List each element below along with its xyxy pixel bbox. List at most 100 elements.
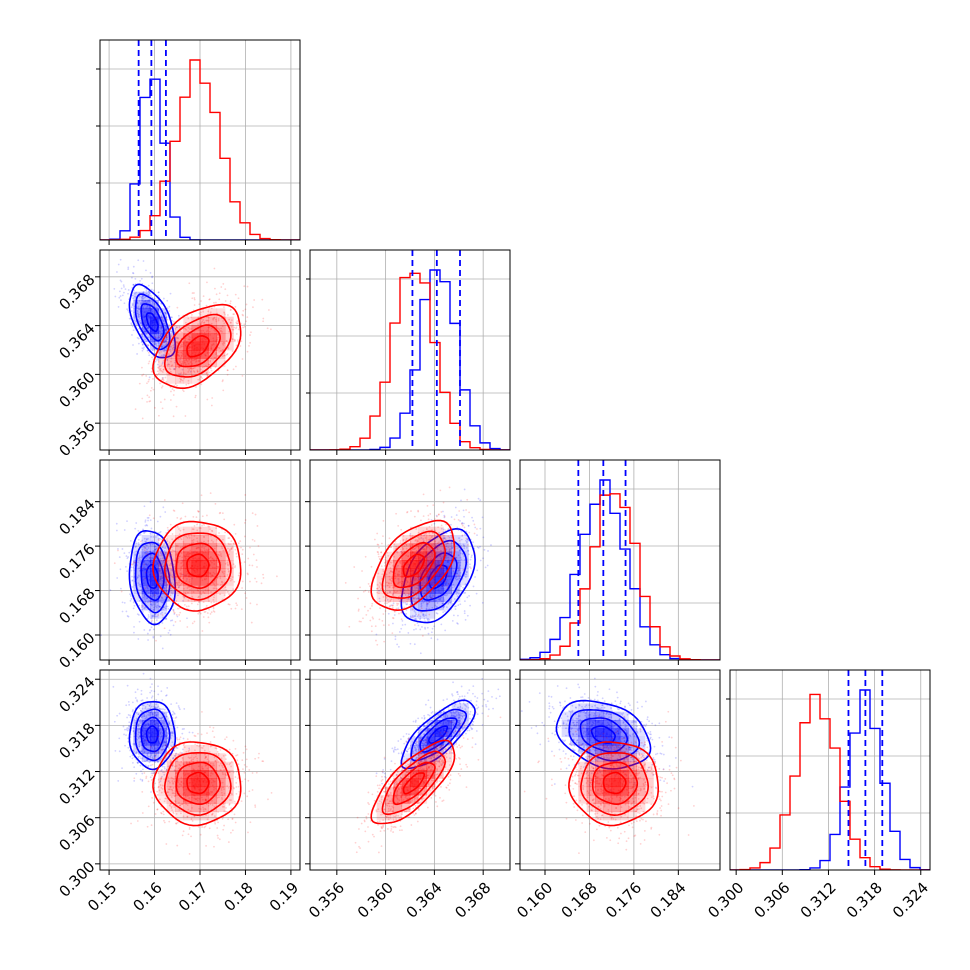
sample-point (199, 311, 202, 314)
sample-point (124, 565, 127, 568)
sample-point (411, 614, 414, 617)
sample-point (172, 394, 175, 396)
sample-point (415, 546, 418, 548)
sample-point (175, 554, 178, 556)
density-cell (158, 551, 168, 561)
sample-point (150, 689, 153, 692)
density-cell (200, 333, 209, 343)
sample-point (184, 591, 187, 594)
sample-point (428, 547, 431, 550)
sample-point (152, 517, 155, 520)
sample-point (408, 593, 411, 596)
sample-point (208, 363, 211, 366)
density-cell (150, 560, 159, 569)
sample-point (161, 622, 164, 624)
sample-point (141, 780, 144, 782)
sample-point (143, 505, 146, 508)
sample-point (458, 577, 461, 580)
sample-point (152, 550, 155, 552)
sample-point (465, 537, 468, 540)
sample-point (409, 603, 412, 606)
sample-point (167, 575, 170, 578)
gridlines (310, 460, 510, 660)
sample-point (154, 545, 157, 548)
sample-point (462, 522, 465, 525)
sample-point (165, 329, 167, 332)
sample-point (155, 358, 158, 361)
sample-point (243, 535, 246, 538)
sample-point (460, 546, 463, 549)
sample-point (389, 604, 392, 607)
sample-point (192, 538, 195, 541)
sample-point (177, 545, 179, 547)
sample-point (376, 591, 379, 594)
sample-point (191, 292, 194, 294)
sample-point (164, 612, 167, 615)
sample-point (241, 548, 244, 551)
density-cell (200, 316, 209, 326)
sample-point (235, 555, 238, 558)
sample-point (237, 297, 240, 300)
sample-point (412, 591, 414, 594)
sample-point (412, 591, 414, 593)
sample-point (146, 752, 149, 755)
sample-point (181, 343, 183, 346)
sample-point (146, 300, 149, 303)
contour-series-1-level-3 (152, 520, 242, 612)
sample-point (400, 528, 403, 531)
sample-point (169, 319, 172, 322)
sample-point (184, 327, 187, 330)
sample-point (148, 332, 150, 335)
sample-point (152, 304, 155, 307)
sample-point (173, 613, 176, 615)
sample-point (415, 597, 418, 600)
sample-point (244, 519, 247, 521)
sample-point (169, 368, 172, 371)
sample-point (481, 516, 484, 519)
sample-point (159, 382, 161, 385)
sample-point (167, 765, 170, 768)
sample-point (196, 603, 199, 606)
sample-point (180, 552, 183, 555)
sample-point (136, 307, 138, 310)
sample-point (371, 602, 374, 605)
sample-point (469, 558, 472, 561)
sample-point (223, 322, 226, 325)
sample-point (229, 579, 232, 582)
sample-point (400, 611, 403, 614)
sample-point (193, 371, 196, 373)
sample-point (447, 602, 450, 605)
sample-point (344, 581, 347, 584)
sample-point (176, 516, 179, 519)
sample-point (158, 567, 161, 570)
density-cell (418, 526, 428, 536)
density-cell (191, 375, 201, 384)
sample-point (210, 357, 213, 360)
sample-point (412, 592, 415, 595)
density-cell (191, 560, 201, 569)
sample-point (473, 552, 476, 554)
sample-point (214, 366, 217, 368)
sample-point (168, 554, 170, 557)
sample-point (177, 586, 180, 589)
sample-point (245, 597, 248, 599)
sample-point (386, 602, 388, 605)
panel-3-0: 0.15 0.16 0.17 0.18 0.190.3000.3060.3120.318… (55, 669, 302, 915)
density-cell (385, 593, 394, 603)
sample-point (126, 308, 128, 311)
sample-point (144, 606, 147, 609)
sample-point (118, 290, 121, 293)
sample-point (390, 580, 393, 583)
density-cell (410, 560, 419, 569)
sample-point (137, 312, 139, 314)
sample-point (465, 571, 468, 573)
sample-point (426, 626, 429, 629)
sample-point (416, 597, 419, 600)
sample-point (151, 300, 154, 303)
density-cell (460, 551, 469, 561)
sample-point (135, 751, 138, 754)
density-cell (216, 551, 226, 561)
sample-point (357, 608, 360, 611)
sample-point (144, 519, 147, 522)
sample-point (161, 362, 164, 365)
